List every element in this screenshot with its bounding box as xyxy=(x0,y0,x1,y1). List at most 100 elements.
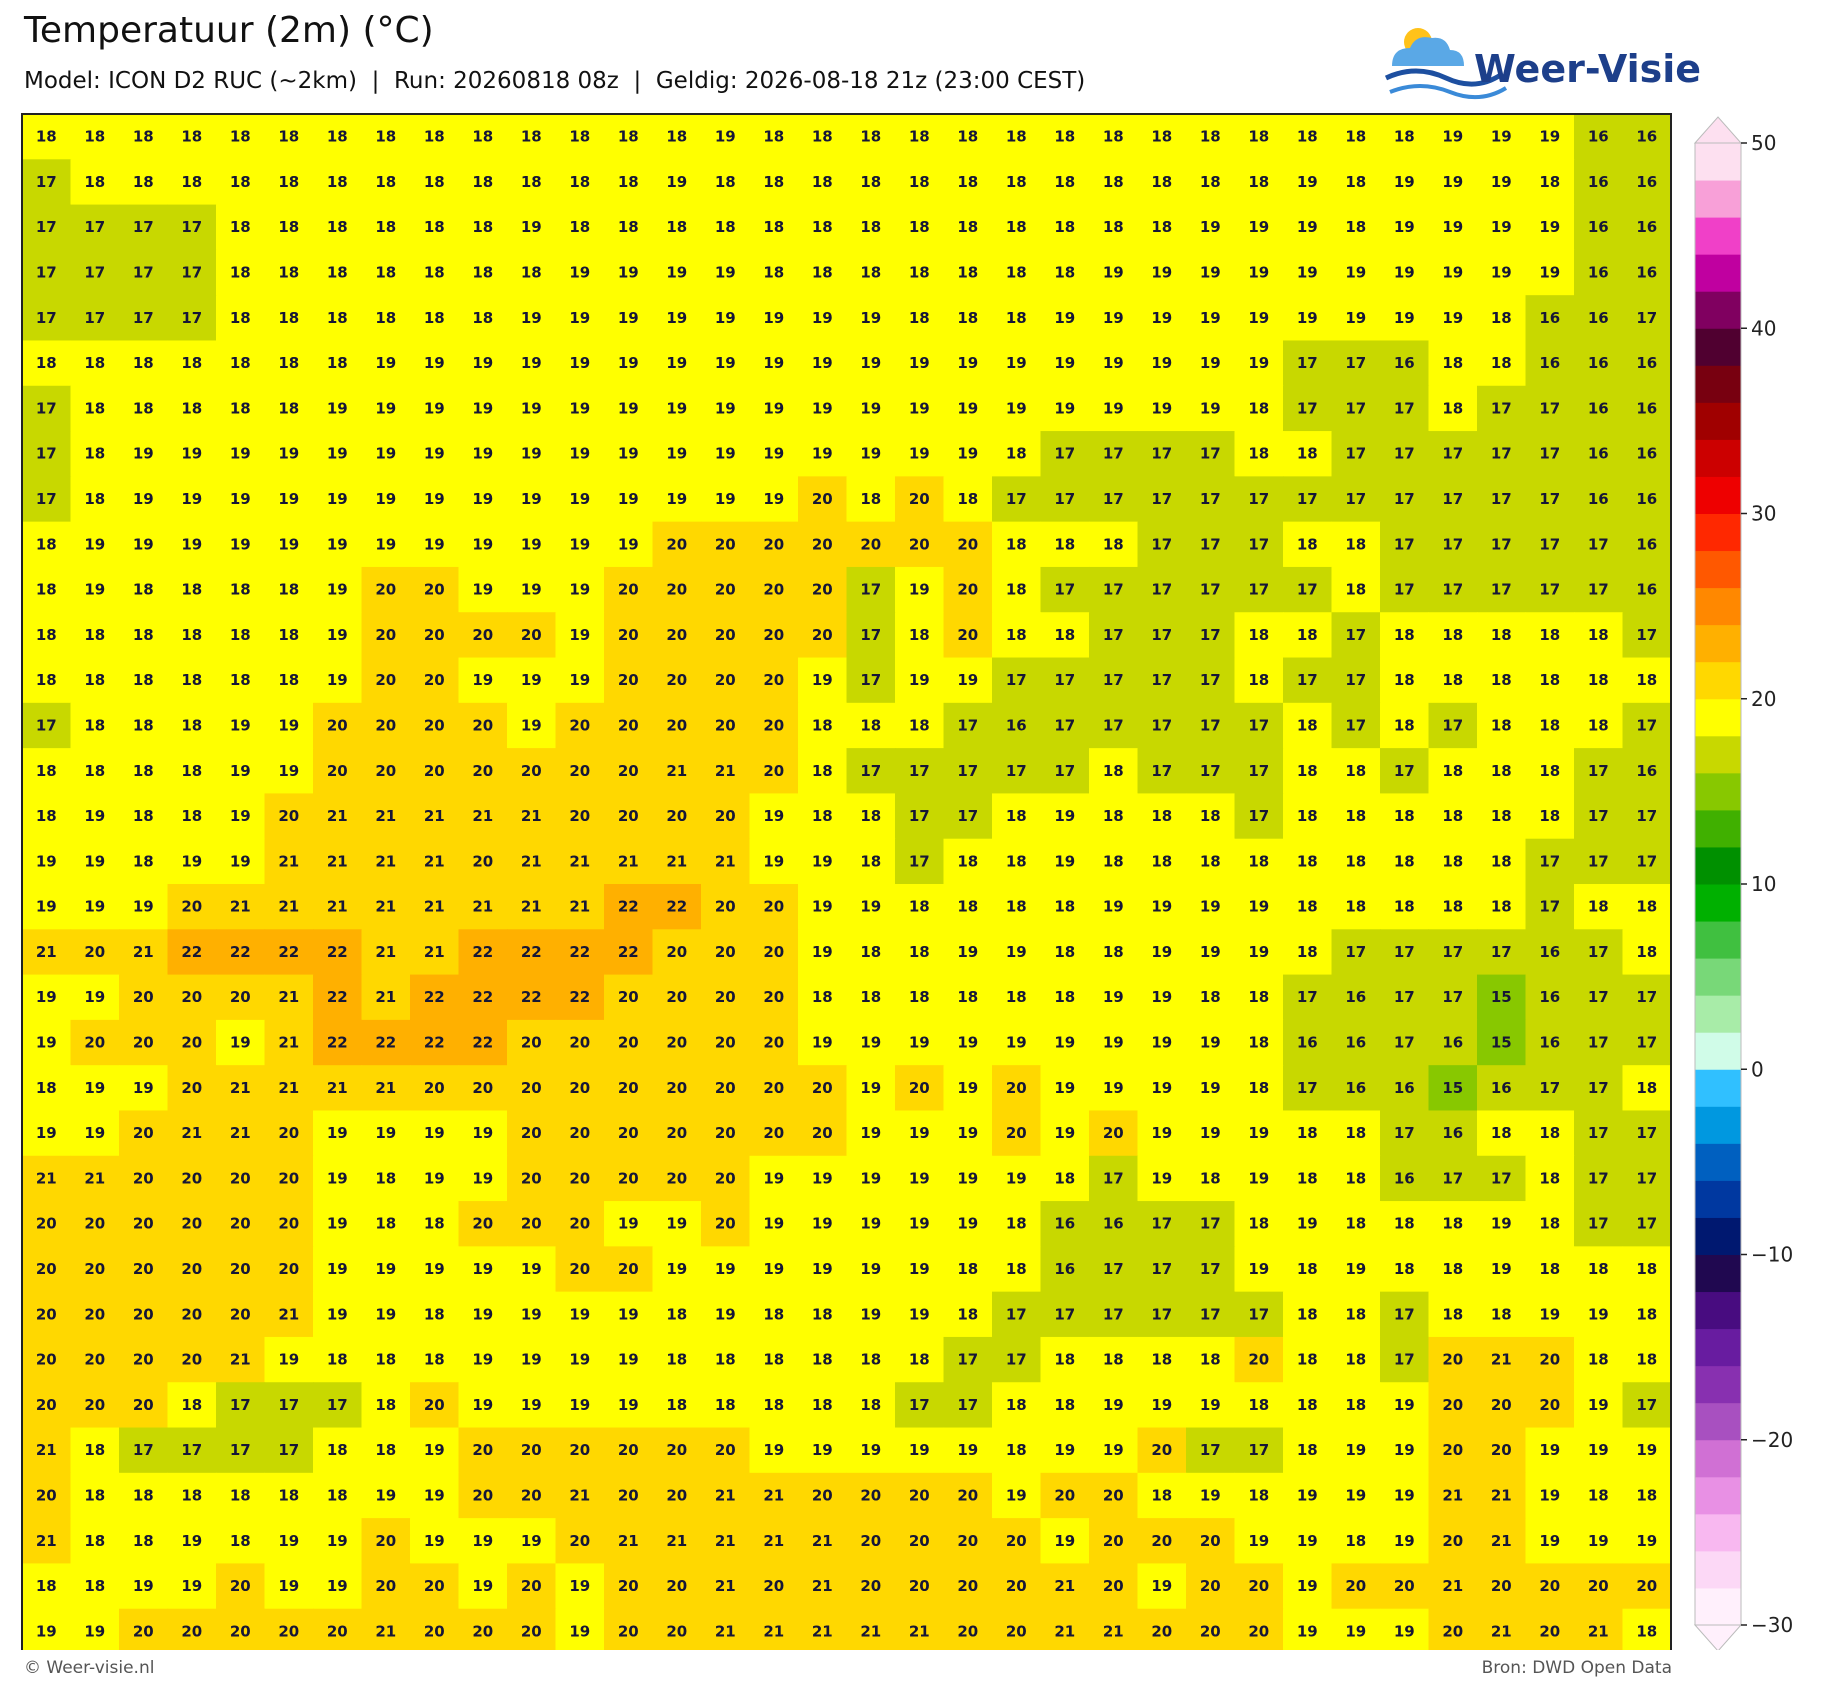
value-label: 18 xyxy=(230,264,251,282)
field-cell xyxy=(943,385,993,432)
value-label: 20 xyxy=(715,716,736,734)
value-label: 20 xyxy=(1539,1351,1560,1369)
field-cell xyxy=(1040,159,1090,206)
value-label: 18 xyxy=(1539,671,1560,689)
value-label: 17 xyxy=(133,309,154,327)
value-label: 18 xyxy=(909,988,930,1006)
value-label: 19 xyxy=(375,1486,396,1504)
value-label: 21 xyxy=(375,1622,396,1640)
value-label: 21 xyxy=(278,898,299,916)
colorbar-band xyxy=(1695,513,1741,552)
field-cell xyxy=(943,295,993,342)
value-label: 18 xyxy=(1442,807,1463,825)
field-cell xyxy=(1137,114,1187,160)
field-cell xyxy=(798,476,848,523)
field-cell xyxy=(1477,838,1527,885)
field-cell xyxy=(1283,521,1333,568)
field-cell xyxy=(555,838,605,885)
value-label: 19 xyxy=(327,490,348,508)
value-label: 22 xyxy=(521,988,542,1006)
value-label: 16 xyxy=(1297,1034,1318,1052)
value-label: 18 xyxy=(763,128,784,146)
value-label: 20 xyxy=(715,1124,736,1142)
value-label: 18 xyxy=(1054,898,1075,916)
value-label: 19 xyxy=(666,399,687,417)
value-label: 19 xyxy=(1200,1124,1221,1142)
value-label: 18 xyxy=(812,716,833,734)
value-label: 17 xyxy=(1588,1079,1609,1097)
value-label: 16 xyxy=(1636,490,1657,508)
field-cell xyxy=(604,1065,654,1112)
colorbar-band xyxy=(1695,143,1741,181)
value-label: 19 xyxy=(957,1215,978,1233)
field-cell xyxy=(1622,1201,1672,1247)
field-cell xyxy=(507,974,557,1021)
field-cell xyxy=(1380,249,1430,296)
field-cell xyxy=(1040,612,1090,659)
field-cell xyxy=(22,340,72,387)
value-label: 20 xyxy=(618,1577,639,1595)
value-label: 16 xyxy=(1491,1079,1512,1097)
value-label: 18 xyxy=(1345,535,1366,553)
field-cell xyxy=(119,702,169,749)
field-cell xyxy=(1525,204,1575,251)
field-cell xyxy=(216,340,266,387)
field-cell xyxy=(22,1155,72,1202)
value-label: 18 xyxy=(860,218,881,236)
field-cell xyxy=(1525,702,1575,749)
value-label: 18 xyxy=(84,762,105,780)
value-label: 19 xyxy=(278,535,299,553)
field-cell xyxy=(361,114,411,160)
field-cell xyxy=(70,838,120,885)
value-label: 20 xyxy=(278,1215,299,1233)
value-label: 21 xyxy=(36,1441,57,1459)
value-label: 19 xyxy=(957,1079,978,1097)
value-label: 19 xyxy=(569,309,590,327)
value-label: 17 xyxy=(1345,399,1366,417)
value-label: 18 xyxy=(1054,128,1075,146)
field-cell xyxy=(1186,566,1236,613)
field-cell xyxy=(458,340,508,387)
field-cell xyxy=(1137,1201,1187,1247)
field-cell xyxy=(701,566,751,613)
field-cell xyxy=(167,1246,217,1293)
field-cell xyxy=(846,748,896,795)
value-label: 18 xyxy=(230,399,251,417)
field-cell xyxy=(1137,702,1187,749)
value-label: 20 xyxy=(1539,1396,1560,1414)
value-label: 17 xyxy=(1200,626,1221,644)
value-label: 19 xyxy=(230,535,251,553)
field-cell xyxy=(1477,974,1527,1021)
field-cell xyxy=(22,657,72,704)
field-cell xyxy=(749,114,799,160)
value-label: 17 xyxy=(1248,535,1269,553)
field-cell xyxy=(652,1155,702,1202)
field-cell xyxy=(1186,702,1236,749)
field-cell xyxy=(1137,1246,1187,1293)
value-label: 19 xyxy=(860,1124,881,1142)
field-cell xyxy=(1089,114,1139,160)
field-cell xyxy=(313,1336,363,1383)
field-cell xyxy=(1525,249,1575,296)
value-label: 18 xyxy=(1248,1215,1269,1233)
field-cell xyxy=(1380,929,1430,976)
field-cell xyxy=(1574,385,1624,432)
value-label: 19 xyxy=(424,1260,445,1278)
value-label: 20 xyxy=(84,943,105,961)
value-label: 21 xyxy=(1588,1622,1609,1640)
field-cell xyxy=(361,929,411,976)
value-label: 19 xyxy=(1297,173,1318,191)
field-cell xyxy=(507,1110,557,1157)
value-label: 18 xyxy=(812,1305,833,1323)
value-label: 17 xyxy=(1345,716,1366,734)
field-cell xyxy=(1089,159,1139,206)
value-label: 21 xyxy=(230,898,251,916)
value-label: 19 xyxy=(327,445,348,463)
field-cell xyxy=(22,566,72,613)
value-label: 19 xyxy=(1297,264,1318,282)
value-label: 19 xyxy=(1588,1532,1609,1550)
field-cell xyxy=(216,838,266,885)
value-label: 19 xyxy=(1394,1532,1415,1550)
colorbar-band xyxy=(1695,809,1741,848)
